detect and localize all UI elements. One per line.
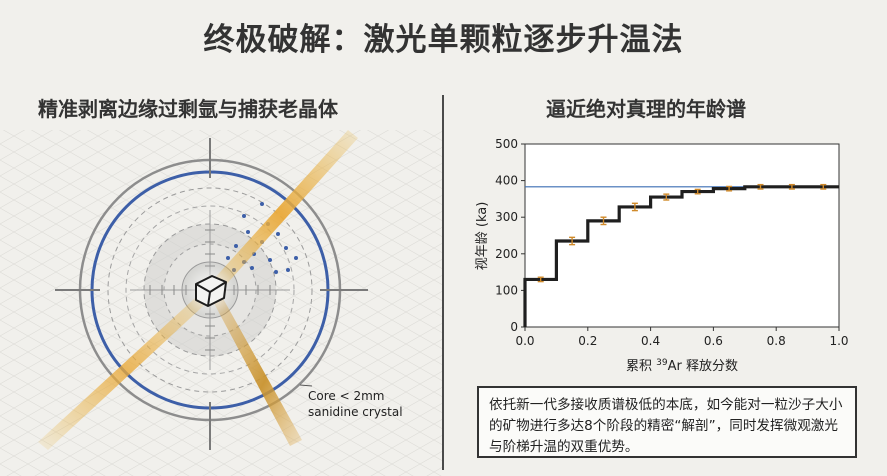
x-axis-label-prefix: 累积	[626, 359, 656, 374]
plot-area	[524, 143, 840, 328]
error-bar	[600, 216, 607, 226]
laser-beam-lower-right	[208, 286, 302, 446]
y-tick-label: 500	[495, 137, 518, 151]
y-tick-label: 100	[495, 283, 518, 297]
vertical-divider	[442, 95, 444, 470]
x-tick-label: 0.2	[578, 334, 597, 348]
core-label-line2: sanidine crystal	[308, 405, 403, 419]
y-tick-label: 0	[510, 320, 518, 334]
left-subtitle: 精准剥离边缘过剩氩与捕获老晶体	[38, 97, 338, 121]
core-label-leader	[299, 384, 313, 387]
laser-crosshair-diagram	[38, 130, 368, 450]
error-bar	[537, 276, 544, 283]
laser-beam-lower-left	[38, 288, 214, 450]
y-tick-label: 400	[495, 174, 518, 188]
age-spectrum-chart: 0 100 200 300 400 500 0.0 0.2 0.4 0.6 0.8 1.0 视年龄 …	[475, 137, 849, 374]
error-bar	[788, 183, 795, 190]
x-tick-label: 0.8	[767, 334, 786, 348]
x-tick-label: 0.4	[641, 334, 660, 348]
x-tick-label: 0.0	[515, 334, 534, 348]
error-bar	[694, 188, 701, 195]
y-tick-label: 200	[495, 247, 518, 261]
explanation-note: 依托新一代多接收质谱极低的本底，如今能对一粒沙子大小的矿物进行多达8个阶段的精密…	[477, 386, 857, 458]
right-subtitle: 逼近绝对真理的年龄谱	[546, 97, 746, 121]
error-bar	[569, 236, 576, 246]
sanidine-crystal-icon	[195, 275, 227, 307]
error-bar	[820, 183, 827, 190]
error-bar	[726, 185, 733, 192]
y-tick-label: 300	[495, 210, 518, 224]
age-spectrum-step-line	[523, 185, 839, 327]
x-tick-label: 0.6	[704, 334, 723, 348]
error-bar	[663, 193, 670, 201]
core-label: Core < 2mm sanidine crystal	[308, 388, 403, 420]
laser-beam-upper	[204, 130, 358, 298]
y-axis-label: 视年龄 (ka)	[475, 202, 490, 271]
x-axis-label-suffix: Ar 释放分数	[668, 359, 738, 374]
x-axis-label: 累积 39Ar 释放分数	[626, 358, 738, 374]
x-axis-label-superscript: 39	[656, 358, 668, 368]
error-bar	[631, 202, 638, 212]
error-bar	[757, 183, 764, 190]
core-label-line1: Core < 2mm	[308, 389, 385, 403]
page-title: 终极破解：激光单颗粒逐步升温法	[203, 22, 684, 58]
x-tick-label: 1.0	[829, 334, 848, 348]
